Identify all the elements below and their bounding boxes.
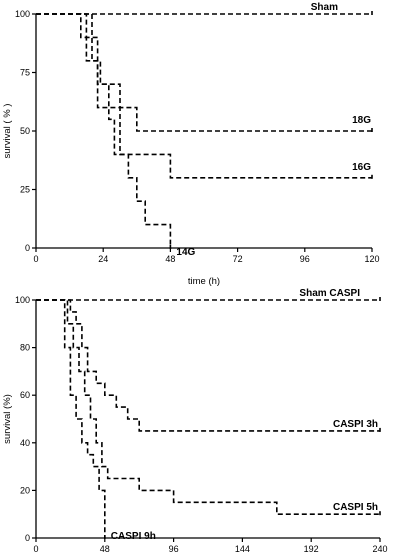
series-label: 16G <box>352 162 371 173</box>
x-tick-label: 48 <box>100 544 110 554</box>
y-tick-label: 20 <box>20 485 30 495</box>
x-tick-label: 48 <box>165 254 175 264</box>
series-label: Sham CASPI <box>299 288 360 299</box>
y-axis-label: survival (%) <box>2 394 13 444</box>
x-tick-label: 240 <box>372 544 387 554</box>
series-line-3 <box>36 299 106 538</box>
series-label: 18G <box>352 115 371 126</box>
x-tick-label: 120 <box>364 254 379 264</box>
x-tick-label: 96 <box>300 254 310 264</box>
x-tick-label: 0 <box>33 544 38 554</box>
y-tick-label: 100 <box>15 9 30 19</box>
x-tick-label: 192 <box>304 544 319 554</box>
x-tick-label: 24 <box>98 254 108 264</box>
panel-bottom: 0 20 40 60 80 100 0 48 96 144 192 240 survival (%) Sh… <box>2 288 388 554</box>
panel-top: 0 25 50 75 100 0 24 48 72 96 120 time (h) survival (… <box>2 2 380 287</box>
series-line-3 <box>36 13 172 248</box>
x-axis-label: time (h) <box>188 276 220 287</box>
y-tick-label: 75 <box>20 68 30 78</box>
x-tick-label: 144 <box>235 544 250 554</box>
series-line-2 <box>36 299 380 516</box>
y-tick-label: 25 <box>20 185 30 195</box>
series-label: CASPI 3h <box>333 419 378 430</box>
y-tick-label: 60 <box>20 390 30 400</box>
y-axis-label: survival ( % ) <box>2 104 13 159</box>
series-line-1 <box>36 299 380 432</box>
series-label: 14G <box>176 247 195 258</box>
y-tick-label: 0 <box>25 533 30 543</box>
y-tick-label: 80 <box>20 343 30 353</box>
y-tick-label: 0 <box>25 243 30 253</box>
y-tick-label: 100 <box>15 295 30 305</box>
x-tick-label: 72 <box>233 254 243 264</box>
series-line-1 <box>36 13 372 132</box>
y-tick-label: 50 <box>20 126 30 136</box>
y-tick-label: 40 <box>20 438 30 448</box>
x-tick-label: 0 <box>33 254 38 264</box>
series-label: CASPI 9h <box>111 531 156 542</box>
series-line-2 <box>36 13 372 179</box>
series-label: Sham <box>311 2 338 13</box>
series-label: CASPI 5h <box>333 502 378 513</box>
x-tick-label: 96 <box>169 544 179 554</box>
